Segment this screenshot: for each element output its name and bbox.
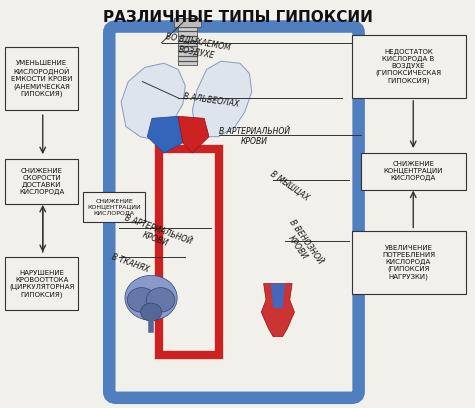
Text: СНИЖЕНИЕ
КОНЦЕНТРАЦИИ
КИСЛОРОДА: СНИЖЕНИЕ КОНЦЕНТРАЦИИ КИСЛОРОДА [87, 199, 141, 215]
Text: В АРТЕРИАЛЬНОЙ
КРОВИ: В АРТЕРИАЛЬНОЙ КРОВИ [120, 213, 193, 256]
Polygon shape [121, 63, 185, 139]
FancyBboxPatch shape [352, 231, 466, 294]
FancyBboxPatch shape [5, 159, 78, 204]
Text: УВЕЛИЧЕНИЕ
ПОТРЕБЛЕНИЯ
КИСЛОРОДА
(ГИПОКСИЯ
НАГРУЗКИ): УВЕЛИЧЕНИЕ ПОТРЕБЛЕНИЯ КИСЛОРОДА (ГИПОКС… [382, 244, 435, 280]
Text: РАЗЛИЧНЫЕ ТИПЫ ГИПОКСИИ: РАЗЛИЧНЫЕ ТИПЫ ГИПОКСИИ [103, 10, 372, 25]
Text: В МЫШЦАХ: В МЫШЦАХ [269, 169, 311, 202]
Text: В ВЕНОЗНОЙ
КРОВИ: В ВЕНОЗНОЙ КРОВИ [279, 218, 324, 272]
FancyBboxPatch shape [352, 35, 466, 98]
Polygon shape [178, 22, 197, 65]
Polygon shape [147, 116, 183, 153]
Text: ВО ВДЫХАЕМОМ
ВОЗДУХЕ: ВО ВДЫХАЕМОМ ВОЗДУХЕ [163, 32, 231, 62]
FancyBboxPatch shape [5, 257, 78, 310]
Text: СНИЖЕНИЕ
СКОРОСТИ
ДОСТАВКИ
КИСЛОРОДА: СНИЖЕНИЕ СКОРОСТИ ДОСТАВКИ КИСЛОРОДА [19, 168, 64, 195]
Text: СНИЖЕНИЕ
КОНЦЕНТРАЦИИ
КИСЛОРОДА: СНИЖЕНИЕ КОНЦЕНТРАЦИИ КИСЛОРОДА [383, 161, 443, 182]
Circle shape [146, 288, 175, 312]
FancyBboxPatch shape [361, 153, 466, 190]
Circle shape [125, 275, 177, 320]
Circle shape [127, 288, 156, 312]
Text: НЕДОСТАТОК
КИСЛОРОДА В
ВОЗДУХЕ
(ГИПОКСИЧЕСКАЯ
ГИПОКСИЯ): НЕДОСТАТОК КИСЛОРОДА В ВОЗДУХЕ (ГИПОКСИЧ… [375, 49, 442, 84]
Circle shape [141, 303, 162, 321]
FancyBboxPatch shape [5, 47, 78, 110]
Text: В АЛЬВЕОЛАХ: В АЛЬВЕОЛАХ [183, 91, 240, 109]
Text: НАРУШЕНИЕ
КРОВООТТОКА
(ЦИРКУЛЯТОРНАЯ
ГИПОКСИЯ): НАРУШЕНИЕ КРОВООТТОКА (ЦИРКУЛЯТОРНАЯ ГИП… [9, 270, 74, 297]
Polygon shape [271, 284, 285, 308]
Polygon shape [192, 61, 252, 137]
Text: В ТКАНЯХ: В ТКАНЯХ [111, 252, 151, 274]
Polygon shape [178, 116, 209, 153]
Text: УМЕНЬШЕНИЕ
КИСЛОРОДНОЙ
ЕМКОСТИ КРОВИ
(АНЕМИЧЕСКАЯ
ГИПОКСИЯ): УМЕНЬШЕНИЕ КИСЛОРОДНОЙ ЕМКОСТИ КРОВИ (АН… [11, 60, 72, 97]
Text: В АРТЕРИАЛЬНОЙ
КРОВИ: В АРТЕРИАЛЬНОЙ КРОВИ [218, 127, 290, 146]
Polygon shape [174, 18, 201, 27]
Polygon shape [261, 284, 294, 337]
FancyBboxPatch shape [83, 192, 145, 222]
